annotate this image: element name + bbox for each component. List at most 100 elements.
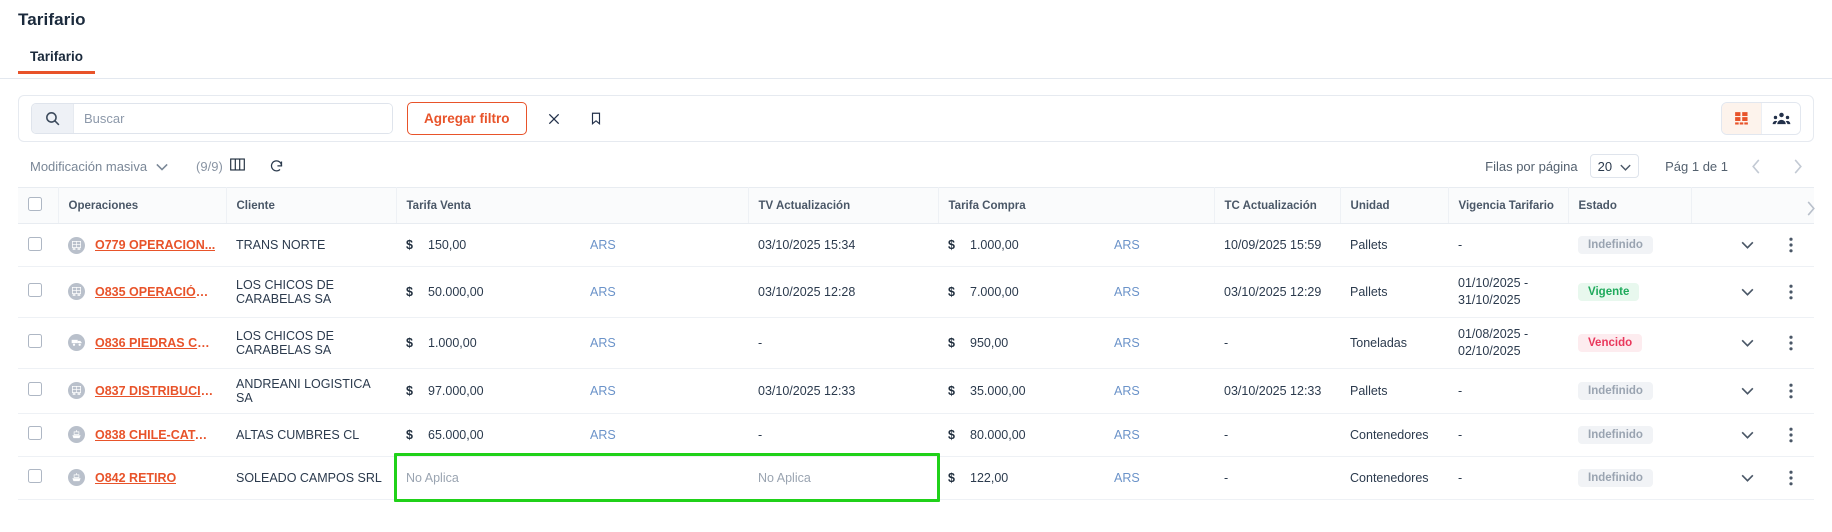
operacion-link[interactable]: O835 OPERACIÓN DEL SUR (95, 284, 216, 299)
operacion-link[interactable]: O779 OPERACION... (95, 238, 216, 252)
row-menu-button[interactable] (1778, 465, 1804, 491)
col-tarifa-venta[interactable]: Tarifa Venta (396, 187, 749, 224)
row-checkbox[interactable] (28, 426, 42, 440)
status-badge: Indefinido (1578, 236, 1653, 254)
currency-symbol: $ (406, 427, 413, 442)
row-checkbox[interactable] (28, 382, 42, 396)
amount-value: 150,00 (428, 238, 467, 252)
row-expand-button[interactable] (1734, 378, 1760, 404)
cell-actions (1691, 317, 1814, 369)
row-menu-button[interactable] (1778, 378, 1804, 404)
table-row[interactable]: O836 PIEDRAS CHUBUT LOS CHICOS DE CARABEL… (18, 317, 1814, 369)
currency-symbol: $ (948, 335, 955, 350)
amount-value: 122,00 (970, 470, 1009, 485)
cell-tv-actualizacion: - (748, 413, 938, 457)
row-expand-button[interactable] (1734, 422, 1760, 448)
table-row[interactable]: O779 OPERACION... TRANS NORTE $150,00 ARS 03… (18, 223, 1814, 267)
row-expand-button[interactable] (1734, 279, 1760, 305)
cell-unidad: Contenedores (1340, 413, 1449, 457)
col-estado[interactable]: Estado (1568, 187, 1692, 224)
table-row[interactable]: O838 CHILE-CATAMARCAALTAS CUMBRES CL$65.… (18, 413, 1814, 457)
col-tv-actualizacion[interactable]: TV Actualización (748, 187, 939, 224)
cell-vigencia: - (1448, 223, 1569, 267)
currency-symbol: $ (948, 427, 955, 442)
col-tarifa-compra[interactable]: Tarifa Compra (938, 187, 1215, 224)
add-filter-button[interactable]: Agregar filtro (407, 102, 527, 135)
table-row[interactable]: O835 OPERACIÓN DEL SUR LOS CHICOS DE CARA… (18, 266, 1814, 318)
cell-tc-actualizacion: - (1214, 317, 1341, 369)
pallet-grid-icon[interactable] (1722, 103, 1761, 134)
currency-symbol: $ (948, 470, 955, 485)
people-group-icon[interactable] (1761, 103, 1800, 134)
currency-symbol: $ (406, 335, 413, 350)
cell-unidad: Toneladas (1340, 317, 1449, 369)
tab-tarifario[interactable]: Tarifario (18, 49, 96, 74)
truck-front-icon (68, 283, 85, 301)
cell-select (18, 368, 58, 414)
currency-symbol: $ (406, 284, 413, 299)
cell-tc-currency: ARS (1104, 456, 1215, 500)
row-checkbox[interactable] (28, 236, 42, 251)
status-badge: Indefinido (1578, 381, 1653, 400)
cell-operaciones: O836 PIEDRAS CHUBUT (58, 317, 226, 369)
selection-count: (9/9) (196, 158, 245, 174)
cell-tarifa-amount: $80.000,00 (938, 413, 1104, 457)
cell-estado: Indefinido (1568, 413, 1691, 457)
col-tc-actualizacion[interactable]: TC Actualización (1214, 187, 1341, 224)
truck-front-icon (68, 236, 85, 254)
search-box[interactable] (31, 103, 393, 134)
cell-tc-actualizacion: - (1214, 413, 1341, 457)
cell-vigencia: 01/08/2025 -02/10/2025 (1448, 317, 1569, 369)
operacion-link[interactable]: O837 DISTRIBUCION CO... (95, 383, 216, 398)
row-menu-button[interactable] (1778, 232, 1804, 258)
prev-page-button[interactable] (1742, 152, 1770, 180)
rows-per-page-select[interactable]: 20 (1589, 154, 1640, 178)
col-operaciones[interactable]: Operaciones (58, 187, 227, 224)
next-page-button[interactable] (1784, 152, 1812, 180)
cell-vigencia: - (1448, 413, 1569, 457)
col-vigencia-tarifario[interactable]: Vigencia Tarifario (1448, 187, 1569, 224)
select-all-checkbox[interactable] (28, 197, 42, 211)
tab-label: Tarifario (30, 49, 84, 64)
close-icon[interactable] (539, 104, 569, 134)
currency-symbol: $ (948, 383, 955, 398)
row-menu-button[interactable] (1778, 330, 1804, 356)
cell-tv-currency: ARS (580, 266, 748, 318)
row-expand-button[interactable] (1734, 330, 1760, 356)
row-checkbox[interactable] (28, 283, 42, 298)
cell-tarifa-amount: $950,00 (938, 317, 1104, 369)
cell-operaciones: O842 RETIRO (58, 456, 226, 500)
cell-tarifa-amount: $150,00 (396, 223, 580, 267)
rows-per-page-value: 20 (1597, 158, 1613, 174)
operacion-link[interactable]: O842 RETIRO (95, 470, 177, 485)
cell-tc-currency: ARS (1104, 266, 1215, 318)
operacion-link[interactable]: O836 PIEDRAS CHUBUT (95, 335, 216, 350)
row-menu-button[interactable] (1778, 279, 1804, 305)
rows-per-page-label: Filas por página (1485, 158, 1578, 174)
search-input[interactable] (74, 104, 392, 133)
scroll-right-icon[interactable] (1806, 201, 1816, 221)
row-expand-button[interactable] (1734, 232, 1760, 258)
col-unidad[interactable]: Unidad (1340, 187, 1449, 224)
amount-value: 1.000,00 (428, 335, 477, 350)
refresh-icon[interactable] (269, 159, 284, 174)
bookmark-icon[interactable] (581, 104, 611, 134)
row-expand-button[interactable] (1734, 465, 1760, 491)
table-row[interactable]: O837 DISTRIBUCION CO... ANDREANI LOGISTIC… (18, 368, 1814, 414)
table-row[interactable]: O842 RETIRO SOLEADO CAMPOS SRL No Aplica No… (18, 456, 1814, 500)
columns-icon[interactable] (229, 158, 245, 174)
row-checkbox[interactable] (28, 469, 42, 483)
amount-value: 35.000,00 (970, 383, 1026, 398)
selection-count-label: (9/9) (196, 158, 223, 174)
operacion-link[interactable]: O838 CHILE-CATAMARCA (95, 427, 216, 442)
row-checkbox[interactable] (28, 334, 42, 349)
cell-tarifa-amount: $97.000,00 (396, 368, 580, 414)
search-icon (32, 104, 74, 133)
cell-vigencia: - (1448, 368, 1569, 414)
page-info: Pág 1 de 1 (1665, 158, 1728, 174)
row-menu-button[interactable] (1778, 422, 1804, 448)
currency-symbol: $ (948, 284, 955, 299)
cell-tarifa-amount: $122,00 (938, 456, 1104, 500)
col-cliente[interactable]: Cliente (226, 187, 397, 224)
bulk-edit-dropdown[interactable]: Modificación masiva (18, 159, 168, 174)
